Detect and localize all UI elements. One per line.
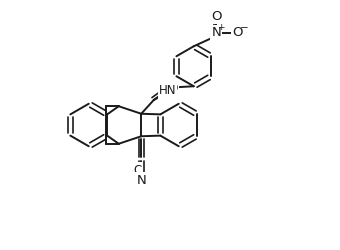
Text: N: N [136,174,146,186]
Text: HN: HN [159,84,176,98]
Text: C: C [133,164,141,176]
Text: +: + [217,24,224,32]
Text: −: − [240,24,249,34]
Text: O: O [232,26,243,39]
Text: N: N [211,26,221,39]
Text: O: O [211,10,221,23]
Text: O: O [167,82,178,96]
